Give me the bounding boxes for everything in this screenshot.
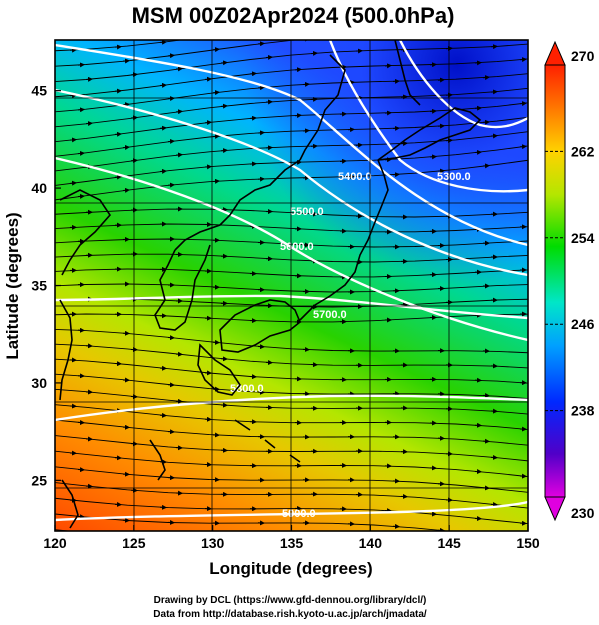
streamline [55, 268, 528, 278]
y-tick-label: 35 [31, 278, 47, 294]
x-tick-label: 125 [122, 535, 146, 551]
x-tick-label: 120 [43, 535, 67, 551]
contour-line [55, 156, 528, 342]
contour-label: 5500.0 [290, 206, 324, 218]
coastline-china-east [59, 299, 73, 401]
streamline [55, 435, 528, 462]
colorbar-upper-extension [544, 40, 566, 66]
colorbar: 270 262 254 246 238 230 [544, 40, 595, 522]
coastline-liaodong [59, 189, 112, 276]
x-tick-label: 135 [280, 535, 304, 551]
y-tick-label: 25 [31, 472, 47, 488]
contour-line [398, 40, 528, 129]
coastline-taiwan [61, 479, 79, 529]
contour-label: 5300.0 [437, 171, 471, 183]
contour-line [55, 43, 528, 247]
streamline [55, 208, 528, 218]
streamline [55, 404, 528, 431]
coastline-primorye [299, 54, 346, 161]
streamline [55, 313, 528, 323]
streamline [55, 131, 528, 172]
credit-drawing: Drawing by DCL (https://www.gfd-dennou.o… [154, 595, 427, 606]
colorbar-tick-label: 262 [571, 143, 595, 159]
contour-label: 5700.0 [313, 309, 347, 321]
streamline [55, 40, 185, 52]
streamline [55, 43, 528, 82]
coastline-shikoku-honshu-west [219, 299, 301, 353]
colorbar-scale [544, 64, 566, 498]
height-contours: 5300.0 5400.0 5500.0 5600.0 5700.0 5800.0 5900… [55, 40, 528, 522]
coastline-honshu [299, 159, 389, 321]
contour-line [55, 88, 528, 277]
x-tick-label: 140 [359, 535, 383, 551]
credit-data: Data from http://database.rish.kyoto-u.a… [153, 609, 427, 620]
colorbar-lower-extension [544, 496, 566, 522]
coastline-hokkaido [377, 107, 482, 161]
y-tick-label: 30 [31, 375, 47, 391]
colorbar-tick-label: 246 [571, 316, 595, 332]
streamline [55, 102, 528, 143]
colorbar-tick-label: 238 [571, 403, 595, 419]
streamline [55, 388, 528, 415]
coastline-taiwan-north [149, 439, 166, 481]
streamline [55, 450, 528, 478]
coastline-korea [154, 244, 211, 331]
contour-line [55, 500, 528, 522]
colorbar-tick-label: 230 [571, 505, 595, 521]
colorbar-ticks: 270 262 254 246 238 230 [545, 48, 595, 521]
map-title: MSM 00Z02Apr2024 (500.0hPa) [132, 3, 455, 28]
x-tick-label: 145 [437, 535, 461, 551]
contour-label: 5400.0 [338, 171, 372, 183]
coastline-korea-north [174, 159, 301, 251]
contour-line [55, 394, 528, 422]
wind-streamlines [55, 40, 528, 531]
streamline [55, 223, 528, 233]
colorbar-tick-label: 270 [571, 48, 595, 64]
x-axis-ticks: 120 125 130 135 140 145 150 [43, 525, 540, 551]
contour-label: 5600.0 [280, 241, 314, 253]
streamline [55, 253, 528, 263]
contour-label: 5800.0 [230, 383, 264, 395]
contour-line [328, 40, 528, 193]
plot-area: 5300.0 5400.0 5500.0 5600.0 5700.0 5800.0 5900… [55, 40, 528, 531]
y-axis-ticks: 25 30 35 40 45 [31, 83, 61, 488]
x-tick-label: 130 [201, 535, 225, 551]
coastline-ryukyu [234, 419, 301, 463]
streamline [55, 497, 528, 525]
y-tick-label: 45 [31, 83, 47, 99]
x-tick-label: 150 [516, 535, 540, 551]
streamline [55, 358, 528, 384]
colorbar-tick-label: 254 [571, 230, 595, 246]
streamline [55, 482, 528, 509]
contour-label: 5900.0 [282, 508, 316, 520]
streamline [55, 87, 528, 128]
streamline [55, 58, 528, 98]
coastline-kyushu [197, 343, 241, 396]
coastlines [59, 40, 482, 529]
y-axis-label: Latitude (degrees) [3, 212, 22, 359]
x-axis-label: Longitude (degrees) [209, 559, 372, 578]
streamline [55, 343, 528, 369]
contour-line [55, 294, 528, 320]
grid-lines [55, 40, 528, 531]
y-tick-label: 40 [31, 180, 47, 196]
